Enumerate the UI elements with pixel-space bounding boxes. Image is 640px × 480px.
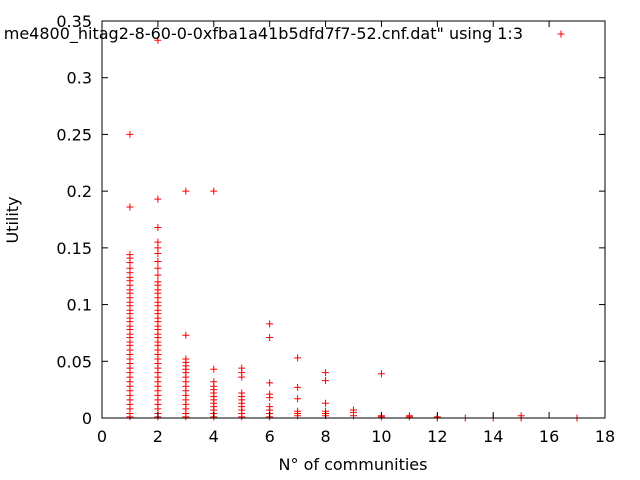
y-tick-label: 0.35 [56, 12, 92, 31]
data-point [238, 373, 246, 381]
y-tick-label: 0.05 [56, 352, 92, 371]
data-point [294, 354, 302, 362]
plot-frame [101, 20, 606, 419]
data-point [154, 195, 162, 203]
x-axis-label: N° of communities [279, 455, 428, 474]
data-point [294, 383, 302, 391]
x-tick-label: 12 [427, 427, 447, 446]
data-point [126, 130, 134, 138]
data-point [266, 333, 274, 341]
x-tick-label: 2 [153, 427, 163, 446]
data-points [126, 36, 581, 422]
x-tick-label: 6 [265, 427, 275, 446]
x-tick-label: 14 [483, 427, 503, 446]
data-point [154, 223, 162, 231]
data-point [182, 187, 190, 195]
data-point [322, 377, 330, 385]
data-point [154, 257, 162, 265]
data-point [266, 379, 274, 387]
data-point [154, 264, 162, 272]
x-tick-label: 4 [209, 427, 219, 446]
legend: me4800_hitag2-8-60-0-0xfba1a41b5dfd7f7-5… [4, 24, 565, 44]
data-point [377, 370, 385, 378]
y-axis-label: Utility [3, 196, 22, 243]
data-point [210, 365, 218, 373]
data-point [154, 271, 162, 279]
data-point [182, 331, 190, 339]
data-point [126, 413, 134, 421]
y-tick-label: 0.1 [67, 296, 92, 315]
y-tick-labels: 0 0.05 0.1 0.15 0.2 0.25 0.3 0.35 [56, 12, 92, 428]
x-tick-label: 16 [539, 427, 559, 446]
legend-label: me4800_hitag2-8-60-0-0xfba1a41b5dfd7f7-5… [4, 24, 523, 44]
y-tick-label: 0.15 [56, 239, 92, 258]
data-point [322, 399, 330, 407]
y-tick-label: 0.25 [56, 125, 92, 144]
legend-marker [557, 30, 565, 38]
data-point [266, 394, 274, 402]
x-tick-label: 18 [595, 427, 615, 446]
legend-marker-symbol [557, 30, 565, 38]
data-point [294, 395, 302, 403]
data-point [238, 413, 246, 421]
x-tick-label: 10 [371, 427, 391, 446]
data-point [126, 203, 134, 211]
x-tick-labels: 0 2 4 6 8 10 12 14 16 18 [97, 427, 615, 446]
x-tick-label: 8 [320, 427, 330, 446]
axis-ticks [101, 20, 606, 419]
data-point [154, 36, 162, 44]
data-point [182, 413, 190, 421]
data-point [154, 250, 162, 258]
data-point [266, 320, 274, 328]
x-tick-label: 0 [97, 427, 107, 446]
y-tick-label: 0.3 [67, 69, 92, 88]
y-tick-label: 0 [82, 409, 92, 428]
data-point [322, 369, 330, 377]
data-point [210, 187, 218, 195]
data-point [405, 413, 413, 421]
y-tick-label: 0.2 [67, 182, 92, 201]
